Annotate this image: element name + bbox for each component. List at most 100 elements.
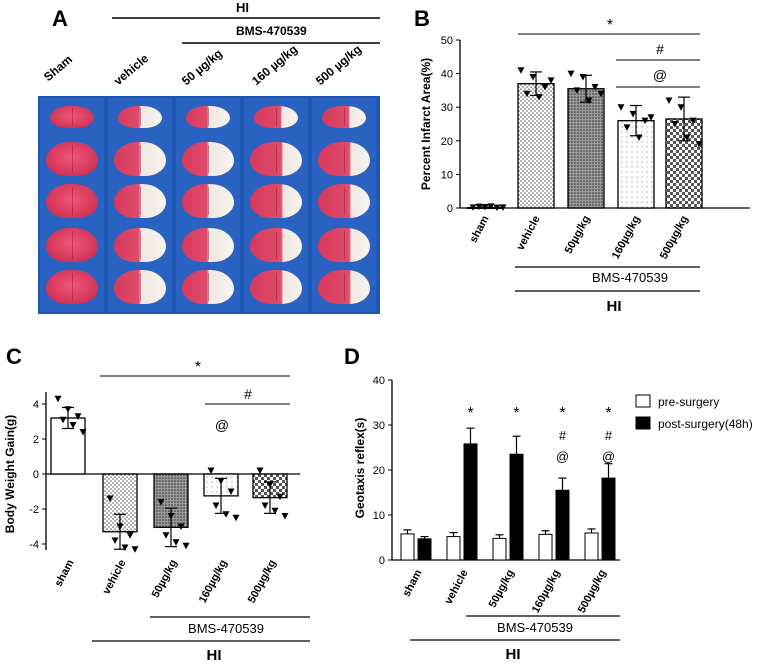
chart-d-hi-label: HI: [506, 646, 521, 663]
chart-b-point: [585, 97, 593, 104]
chart-c-point: [271, 507, 279, 515]
chart-c-point: [116, 523, 124, 530]
chart-c-point: [256, 467, 264, 474]
chart-b-point: [573, 87, 581, 94]
brain-slice: [318, 142, 370, 176]
chart-c-point: [172, 539, 180, 546]
chart-b-xlabel: 50µg/kg: [563, 214, 593, 256]
panel-a-hi-label: HI: [236, 0, 249, 15]
chart-b-point: [547, 77, 555, 84]
chart-d-ytick-label: 20: [373, 465, 385, 477]
chart-b-point: [597, 90, 605, 98]
chart-c-sig-hash: #: [244, 386, 252, 402]
brain-slice: [114, 142, 166, 176]
chart-d-ytick-label: 40: [373, 375, 385, 387]
chart-d-bar-pre: [538, 533, 553, 561]
chart-d-bar-post: [509, 453, 524, 561]
chart-c-point: [281, 513, 289, 520]
chart-c-point: [207, 467, 215, 474]
chart-c-point: [59, 416, 67, 424]
chart-b-drug-label: BMS-470539: [592, 270, 668, 285]
chart-d-xlabel: sham: [401, 568, 425, 599]
legend-swatch-post: [635, 416, 651, 430]
chart-b-point: [671, 121, 679, 128]
brain-slice: [250, 270, 302, 304]
chart-c-point: [121, 544, 129, 551]
chart-d-ylabel: Geotaxis reflex(s): [353, 418, 367, 519]
chart-c-point: [106, 495, 114, 502]
chart-c-drug-label: BMS-470539: [188, 621, 264, 636]
chart-c-point: [74, 413, 82, 420]
chart-b-ytick-label: 0: [447, 203, 453, 215]
chart-b-ytick-label: 20: [441, 136, 453, 148]
chart-c-point: [276, 493, 284, 501]
chart-b-point: [481, 203, 489, 211]
slice-column-50: [176, 98, 240, 312]
chart-c-point: [167, 513, 175, 520]
chart-c-point: [232, 514, 240, 522]
chart-c-point: [111, 537, 119, 544]
panel-c-letter: C: [6, 344, 22, 369]
chart-d-bar-post: [417, 538, 432, 561]
chart-b-point: [523, 90, 531, 98]
brain-slice: [114, 228, 166, 262]
chart-d-bar-pre: [446, 536, 461, 561]
chart-d-sig-star: *: [605, 405, 611, 422]
chart-b-xlabel: 160µg/kg: [610, 214, 643, 261]
chart-c-ytick-label: 0: [33, 469, 39, 481]
chart-b-point: [677, 104, 685, 111]
chart-b-ytick-label: 10: [441, 169, 453, 181]
chart-c-xlabel: 500µg/kg: [246, 558, 279, 605]
chart-c: Body Weight Gain(g) 4 2 0 -2 -4 sham vehicle 5…: [3, 359, 310, 664]
brain-slice-photo: [38, 96, 380, 314]
chart-d-bar-pre: [400, 533, 415, 561]
brain-slice: [182, 228, 234, 262]
chart-d-bar-post: [601, 477, 616, 561]
chart-c-point: [212, 502, 220, 509]
chart-b-ytick-label: 40: [441, 69, 453, 81]
chart-c-bar: [50, 417, 86, 475]
chart-c-point: [217, 478, 225, 485]
chart-b-ytick-label: 50: [441, 35, 453, 47]
chart-d-bar-post: [463, 443, 478, 561]
chart-c-point: [64, 406, 72, 413]
chart-d-xlabel: 50µg/kg: [487, 568, 517, 610]
chart-d-sig-hash: #: [559, 428, 567, 443]
chart-b-bar: [517, 83, 555, 209]
chart-b-point: [695, 141, 703, 148]
chart-c-point: [54, 395, 62, 403]
chart-b-point: [579, 73, 587, 81]
chart-b-ytick-label: 30: [441, 102, 453, 114]
chart-c-point: [162, 532, 170, 539]
brain-slice: [46, 184, 98, 218]
chart-d-sig-star: *: [559, 405, 565, 422]
chart-c-ylabel: Body Weight Gain(g): [3, 415, 17, 533]
chart-d-ytick-label: 10: [373, 510, 385, 522]
panel-a-header: [112, 17, 380, 44]
chart-d-bar-post: [555, 489, 570, 561]
chart-c-sig-star: *: [195, 359, 201, 376]
chart-c-point: [79, 429, 87, 436]
chart-b-xlabel: 500µg/kg: [658, 214, 691, 261]
chart-c-point: [157, 499, 165, 506]
brain-slice: [254, 106, 298, 128]
chart-d-drug-label: BMS-470539: [497, 620, 573, 635]
chart-b-point: [635, 134, 643, 141]
brain-slice: [250, 184, 302, 218]
chart-b: Percent Infarct Area(%) 0 10 20 30 40 50 sham…: [419, 17, 750, 315]
brain-slice: [318, 270, 370, 304]
brain-slice: [318, 228, 370, 262]
chart-b-sig-hash: #: [656, 41, 664, 57]
chart-b-point: [469, 204, 477, 211]
chart-d-sig-star: *: [513, 405, 519, 422]
chart-c-ytick-label: 4: [33, 399, 39, 411]
brain-slice: [250, 228, 302, 262]
chart-c-point: [227, 488, 235, 495]
chart-b-bar: [617, 119, 655, 209]
brain-slice: [318, 184, 370, 218]
chart-b-point: [629, 110, 637, 118]
chart-c-point: [126, 532, 134, 539]
brain-slice: [50, 106, 94, 128]
brain-slice: [46, 142, 98, 176]
chart-b-point: [683, 134, 691, 141]
